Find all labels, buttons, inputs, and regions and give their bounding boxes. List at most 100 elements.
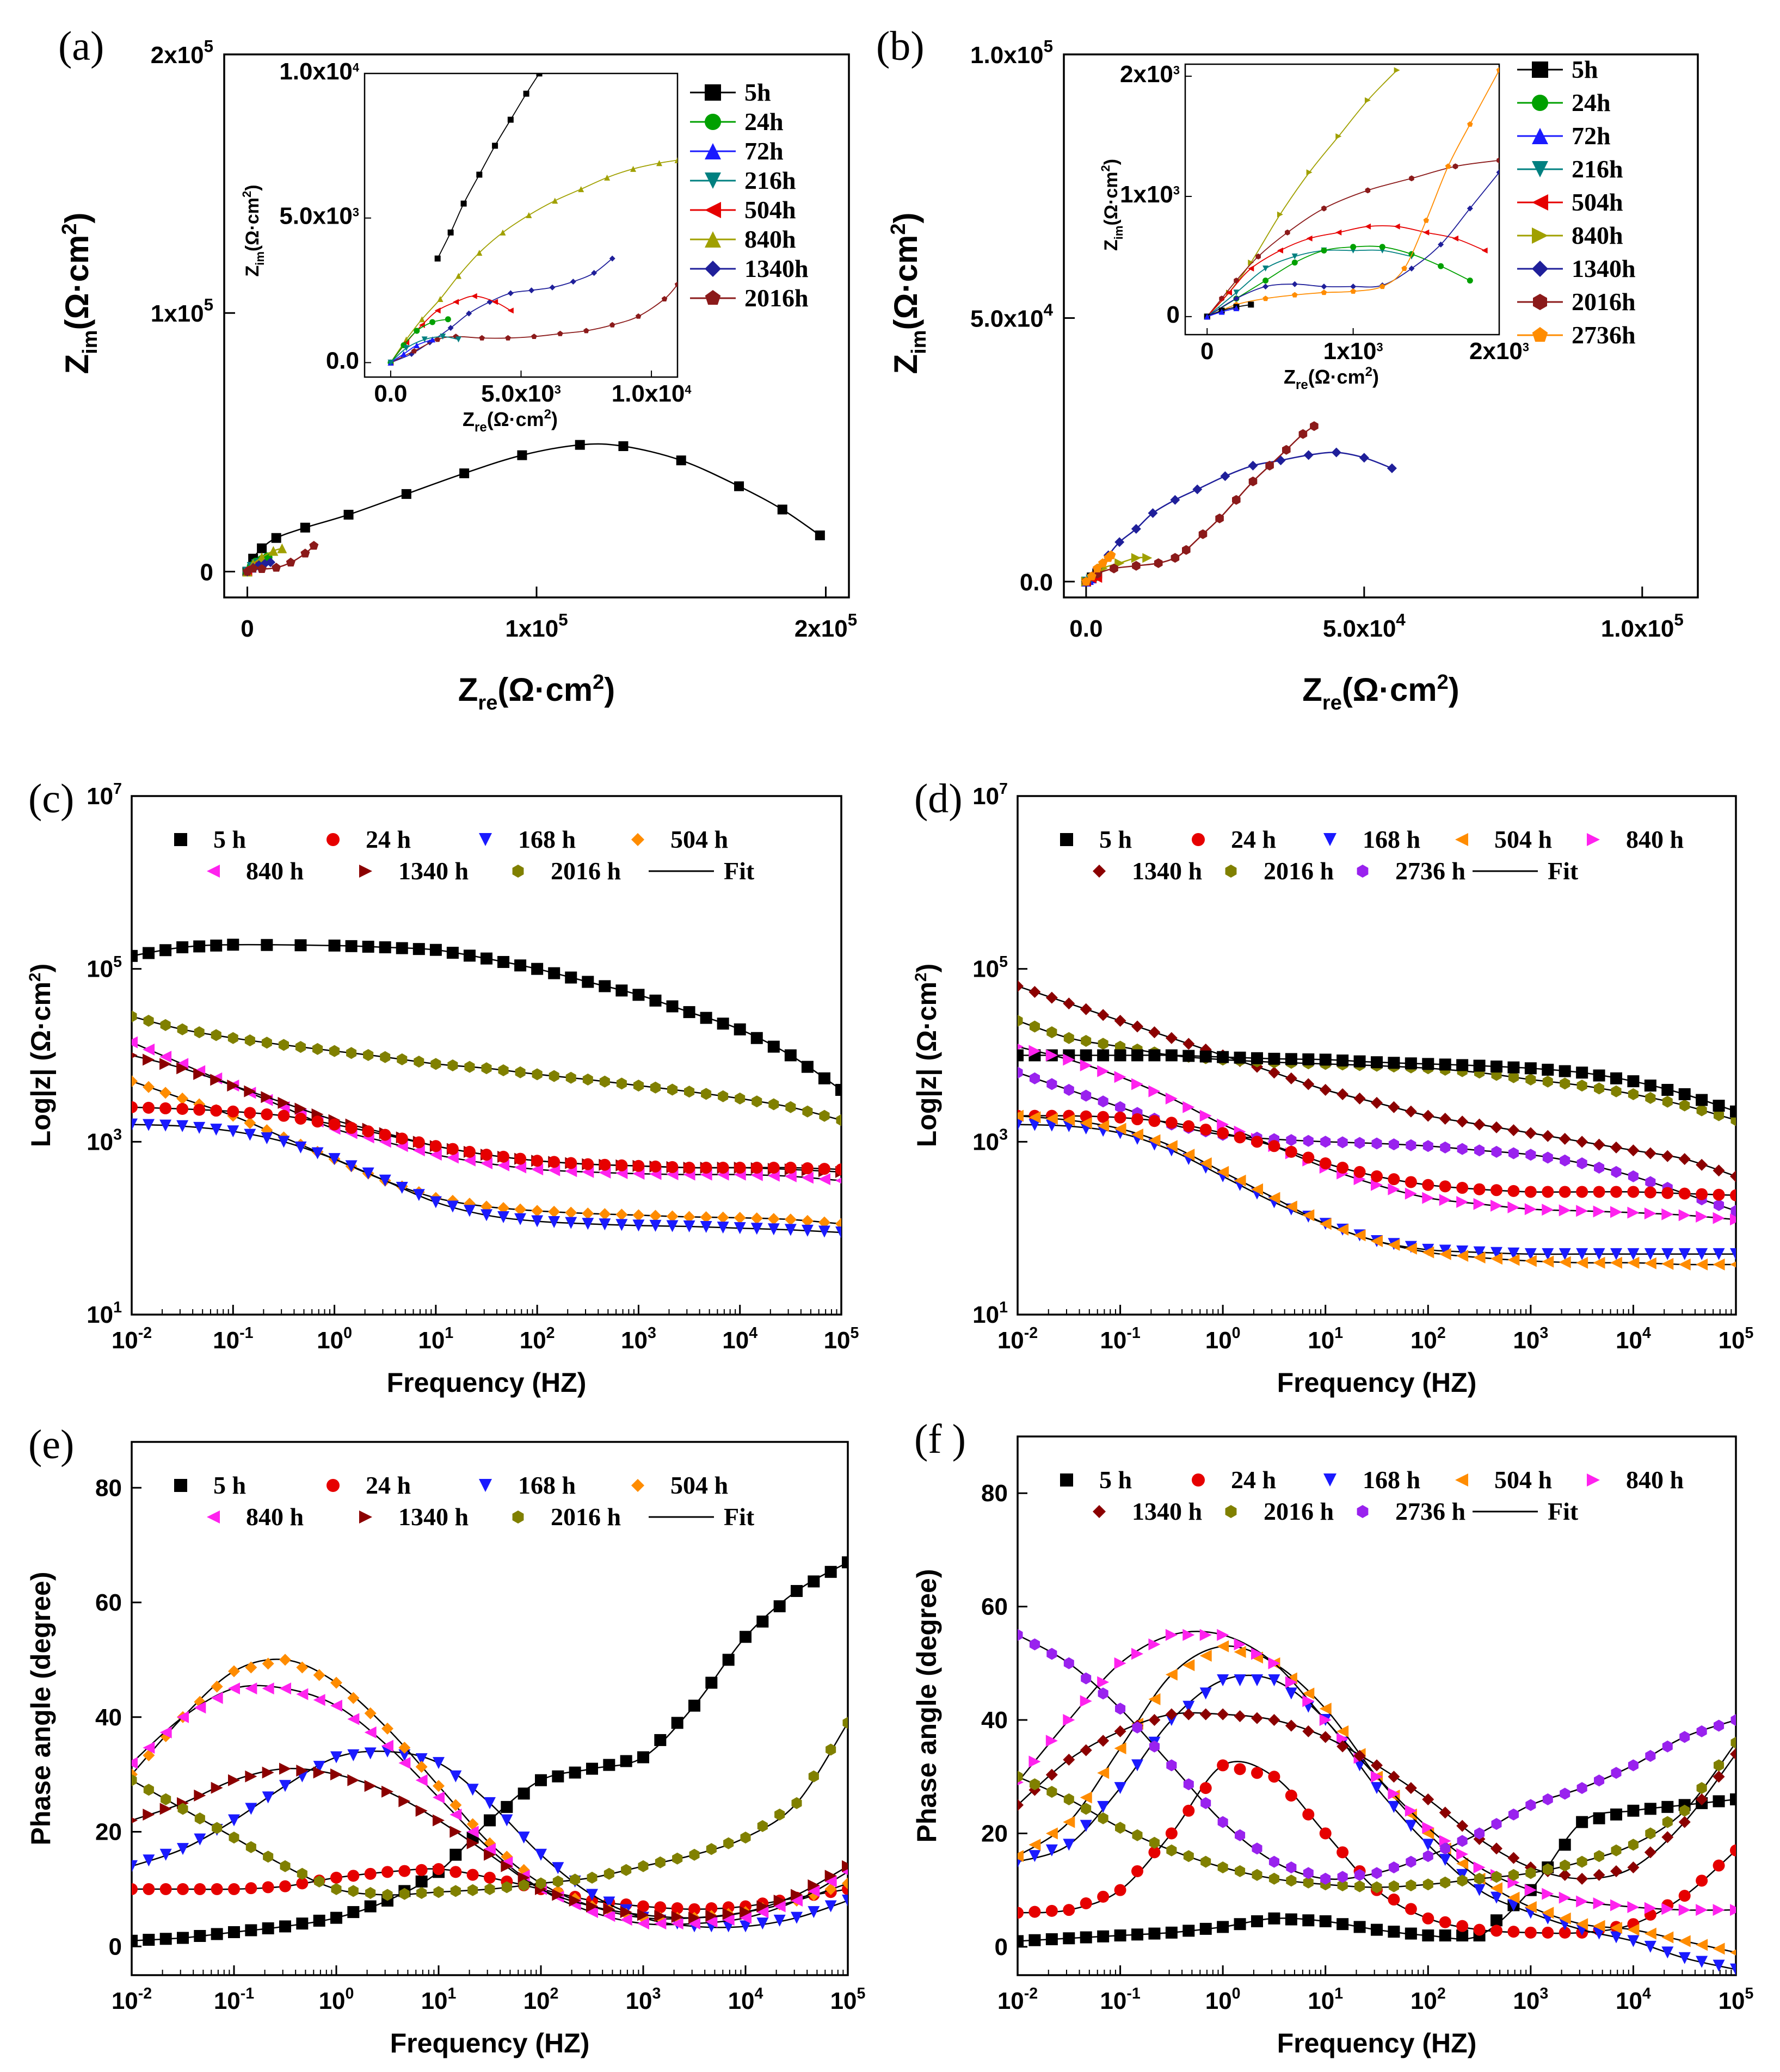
data-point bbox=[1678, 1187, 1691, 1200]
data-point bbox=[1507, 1061, 1520, 1074]
data-point bbox=[1234, 1131, 1246, 1144]
x-tick-label: 101 bbox=[1308, 1985, 1343, 2014]
data-point bbox=[300, 522, 310, 533]
legend-label: 5 h bbox=[213, 1471, 246, 1499]
data-point bbox=[818, 1072, 830, 1084]
data-point bbox=[1336, 1732, 1349, 1745]
data-point bbox=[429, 1140, 442, 1152]
data-point bbox=[1713, 1258, 1725, 1271]
inset-data-point bbox=[500, 229, 506, 236]
data-point bbox=[1440, 1876, 1451, 1889]
data-point bbox=[756, 1900, 769, 1913]
inset-data-point bbox=[526, 212, 532, 218]
data-point bbox=[1644, 1080, 1656, 1092]
data-point bbox=[1713, 1188, 1725, 1201]
data-point bbox=[210, 939, 223, 952]
data-point bbox=[1456, 1115, 1469, 1128]
data-point bbox=[1165, 1117, 1178, 1129]
data-point bbox=[1610, 1141, 1622, 1154]
data-point bbox=[1045, 1768, 1058, 1781]
data-point bbox=[1045, 1933, 1058, 1945]
data-point bbox=[1678, 1816, 1691, 1828]
data-point bbox=[518, 1831, 530, 1844]
inset-data-point bbox=[1423, 229, 1430, 236]
data-point bbox=[1217, 1166, 1229, 1178]
data-point bbox=[1182, 1659, 1195, 1672]
data-point bbox=[1456, 1195, 1469, 1208]
data-point bbox=[1525, 1867, 1536, 1879]
data-point bbox=[1080, 1744, 1092, 1756]
inset-series-line bbox=[1206, 245, 1470, 317]
legend-marker bbox=[1060, 1473, 1073, 1487]
inset-data-point bbox=[1364, 97, 1371, 103]
data-point bbox=[756, 1906, 769, 1919]
data-point bbox=[1182, 1101, 1195, 1113]
data-point bbox=[466, 1826, 479, 1838]
data-point bbox=[1199, 1782, 1212, 1794]
data-point bbox=[412, 943, 425, 955]
data-point bbox=[785, 1101, 796, 1113]
x-tick-label: 10-1 bbox=[213, 1324, 253, 1354]
data-point bbox=[671, 1917, 683, 1930]
data-point bbox=[1610, 1072, 1622, 1084]
legend-label: Fit bbox=[1548, 1497, 1579, 1525]
legend-marker bbox=[1093, 865, 1106, 878]
data-point bbox=[1508, 1868, 1519, 1881]
data-point bbox=[1507, 1185, 1520, 1197]
data-point bbox=[1406, 1139, 1416, 1151]
data-point bbox=[1422, 1822, 1434, 1834]
inset-data-point bbox=[1379, 244, 1385, 250]
data-point bbox=[750, 1212, 763, 1225]
data-point bbox=[1439, 1854, 1451, 1866]
legend-label: 24h bbox=[744, 108, 784, 135]
x-tick-label: 10-2 bbox=[112, 1324, 152, 1354]
data-point bbox=[365, 1887, 376, 1899]
data-point bbox=[1148, 1693, 1161, 1705]
data-point bbox=[132, 949, 138, 962]
data-point bbox=[244, 1128, 256, 1141]
data-point bbox=[1063, 1839, 1075, 1851]
data-point bbox=[1627, 1186, 1640, 1198]
data-point bbox=[1474, 1872, 1485, 1885]
legend-marker bbox=[512, 1510, 524, 1524]
data-point bbox=[1610, 1248, 1622, 1260]
x-tick-label: 102 bbox=[523, 1985, 559, 2014]
data-point bbox=[1353, 1166, 1366, 1178]
data-point bbox=[618, 441, 629, 451]
data-point bbox=[364, 1900, 377, 1913]
data-point bbox=[1560, 1154, 1570, 1167]
data-point bbox=[1319, 1053, 1332, 1066]
data-point bbox=[1045, 1904, 1058, 1917]
inset-data-point bbox=[1262, 283, 1269, 290]
panel-label: (c) bbox=[28, 776, 74, 822]
inset-data-point bbox=[1321, 283, 1327, 290]
y-axis-title: Log|z| (Ω·cm2) bbox=[911, 964, 943, 1148]
data-point bbox=[245, 1803, 257, 1815]
data-point bbox=[1730, 1105, 1736, 1118]
data-point bbox=[347, 1713, 360, 1725]
data-point bbox=[398, 1795, 411, 1808]
data-point bbox=[1336, 1054, 1349, 1067]
legend-marker bbox=[1225, 865, 1237, 878]
inset-data-point bbox=[1226, 289, 1233, 296]
data-point bbox=[1285, 1790, 1297, 1802]
data-point bbox=[683, 1161, 695, 1174]
inset-data-point bbox=[549, 284, 556, 291]
data-point bbox=[1018, 980, 1024, 992]
data-point bbox=[415, 1774, 428, 1786]
data-point bbox=[1678, 1258, 1691, 1271]
data-point bbox=[1594, 1082, 1605, 1095]
legend-marker bbox=[705, 261, 721, 277]
data-point bbox=[514, 1213, 527, 1225]
data-point bbox=[1336, 1918, 1349, 1931]
data-point bbox=[1405, 1187, 1417, 1200]
data-point bbox=[193, 1103, 206, 1116]
inset-data-point bbox=[437, 296, 444, 303]
data-point bbox=[1028, 1850, 1041, 1863]
inset-data-point bbox=[1496, 157, 1499, 164]
data-point bbox=[1268, 1674, 1280, 1687]
inset-data-point bbox=[1423, 217, 1429, 223]
inset-data-point bbox=[421, 336, 428, 343]
inset-data-point bbox=[1445, 163, 1451, 169]
data-point bbox=[262, 1791, 274, 1804]
